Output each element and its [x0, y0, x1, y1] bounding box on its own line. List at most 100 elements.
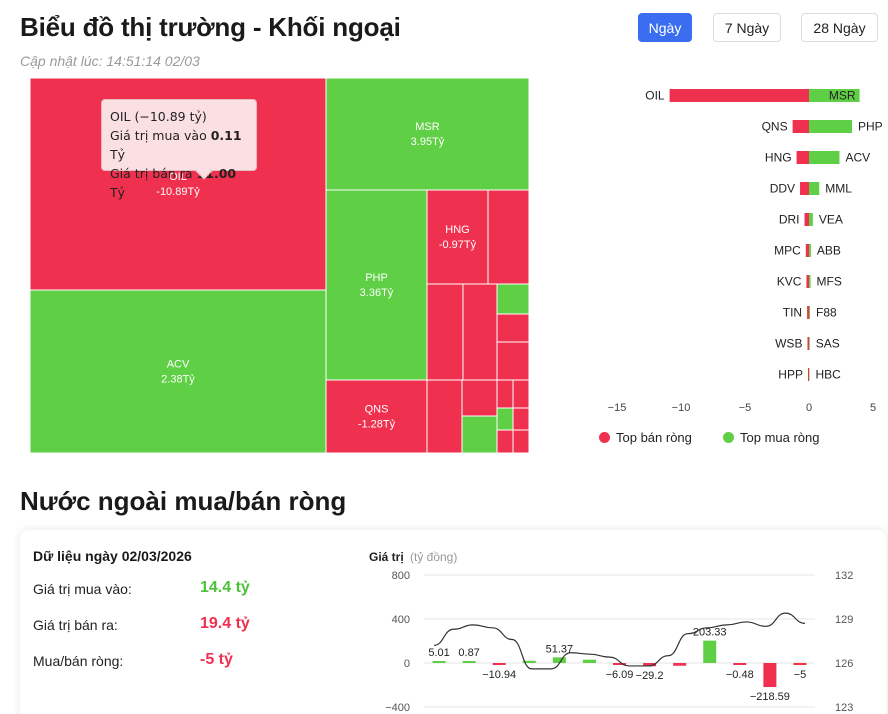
sell-label: Giá trị bán ra: [33, 617, 118, 633]
buy-label: Giá trị mua vào: [33, 581, 132, 597]
treemap-value-oil: -10.89Tỷ [156, 186, 200, 198]
bar-sell-kvc[interactable] [806, 275, 809, 288]
treemap-label-msr: MSR [415, 121, 440, 133]
bar-sell-oil[interactable] [669, 89, 809, 102]
net-bar-label: −29.2 [636, 670, 664, 682]
bar-buy-vea[interactable] [809, 213, 813, 226]
tooltip-title: OIL (−10.89 tỷ) [110, 109, 207, 124]
net-bar-label: −5 [794, 669, 807, 681]
treemap-value-qns: -1.28Tỷ [358, 419, 396, 431]
tab-28-days[interactable]: 28 Ngày [801, 13, 878, 42]
net-bar-label: −6.09 [606, 669, 634, 681]
bar-buy-mml[interactable] [809, 182, 820, 195]
chart-yunit: (tỷ đồng) [410, 550, 457, 564]
net-bar[interactable] [613, 663, 626, 665]
bar-label-buy: ACV [845, 151, 870, 165]
net-bar[interactable] [703, 640, 717, 663]
bar-buy-msr[interactable] [809, 89, 860, 102]
bar-sell-mpc[interactable] [805, 244, 809, 257]
bar-sell-hpp[interactable] [807, 368, 809, 381]
bar-x-tick: 0 [806, 402, 812, 414]
treemap-tile-acv[interactable] [29, 289, 327, 454]
foreign-treemap[interactable]: OIL -10.89Tỷ MSR 3.95Tỷ ACV 2.38Tỷ PHP 3.36Tỷ HN… [29, 77, 530, 454]
bar-sell-qns[interactable] [792, 120, 809, 133]
net-bar-label: 203.33 [693, 627, 727, 639]
bar-label-sell: DRI [779, 213, 800, 227]
bar-label-sell: HPP [778, 368, 803, 382]
section-title-net: Nước ngoài mua/bán ròng [20, 486, 347, 516]
tab-7-days[interactable]: 7 Ngày [713, 13, 781, 42]
bar-label-buy: MSR [829, 89, 856, 103]
treemap-tile-small[interactable] [426, 379, 463, 454]
treemap-tooltip: OIL (−10.89 tỷ) Giá trị mua vào 0.11 Tỷ … [101, 99, 257, 200]
net-bar[interactable] [432, 661, 446, 663]
treemap-tile-small[interactable] [496, 379, 514, 409]
bar-label-sell: MPC [774, 244, 801, 258]
chart-ylabel: Giá trị [369, 550, 404, 564]
bar-buy-sas[interactable] [809, 337, 810, 350]
bar-sell-dri[interactable] [804, 213, 809, 226]
bar-label-sell: DDV [770, 182, 795, 196]
treemap-value-hng: -0.97Tỷ [439, 239, 477, 251]
bar-buy-php[interactable] [809, 120, 853, 133]
treemap-tile-small[interactable] [487, 189, 530, 285]
bar-buy-acv[interactable] [809, 151, 840, 164]
net-bar-label: 51.37 [546, 643, 574, 655]
net-bar[interactable] [552, 657, 566, 663]
legend-buy[interactable]: Top mua ròng [723, 430, 820, 445]
treemap-value-acv: 2.38Tỷ [161, 374, 195, 386]
updated-timestamp: Cập nhật lúc: 14:51:14 02/03 [20, 53, 200, 69]
top-net-bar-chart: OIL MSR QNS PHP HNG ACV DDV MML DRI VEA MPC ABB KVC M… [540, 78, 888, 418]
bar-label-sell: KVC [777, 275, 802, 289]
chart-y2-tick: 126 [835, 658, 853, 670]
treemap-tile-hng[interactable] [426, 189, 489, 285]
net-bar-label: −218.59 [750, 691, 790, 703]
treemap-tile-msr[interactable] [325, 77, 530, 191]
net-value: -5 tỷ [200, 651, 233, 668]
bar-buy-mfs[interactable] [809, 275, 811, 288]
treemap-tile-small[interactable] [496, 341, 530, 381]
net-bar[interactable] [643, 663, 657, 667]
treemap-tile-small[interactable] [496, 429, 514, 454]
treemap-tile-small[interactable] [461, 379, 498, 417]
bar-sell-hng[interactable] [796, 151, 809, 164]
net-bar[interactable] [763, 663, 777, 688]
treemap-tile-small[interactable] [461, 415, 498, 454]
bar-label-buy: HBC [816, 368, 842, 382]
treemap-tile-php[interactable] [325, 189, 428, 381]
bar-label-buy: VEA [819, 213, 843, 227]
bar-sell-ddv[interactable] [800, 182, 809, 195]
treemap-tile-small[interactable] [512, 429, 530, 454]
bar-label-sell: TIN [783, 306, 802, 320]
net-bar[interactable] [522, 660, 536, 663]
net-bar[interactable] [673, 663, 687, 666]
net-bar[interactable] [462, 661, 476, 663]
tab-day[interactable]: Ngày [638, 13, 692, 42]
legend-sell[interactable]: Top bán ròng [599, 430, 692, 445]
bar-label-sell: WSB [775, 337, 802, 351]
treemap-tile-small[interactable] [462, 283, 498, 381]
bar-buy-abb[interactable] [809, 244, 811, 257]
treemap-label-oil: OIL [169, 171, 187, 183]
bar-buy-f88[interactable] [809, 306, 811, 319]
treemap-tile-small[interactable] [512, 407, 530, 431]
net-bar-label: −0.48 [726, 669, 754, 681]
bar-sell-tin[interactable] [807, 306, 809, 319]
treemap-tile-qns[interactable] [325, 379, 428, 454]
net-bar[interactable] [733, 663, 747, 665]
bar-label-buy: PHP [858, 120, 883, 134]
net-bar[interactable] [492, 663, 506, 665]
bar-label-buy: MML [825, 182, 852, 196]
bar-buy-hbc[interactable] [809, 368, 810, 381]
treemap-tile-small[interactable] [426, 283, 464, 381]
bar-x-tick: −5 [739, 402, 752, 414]
treemap-tile-small[interactable] [512, 379, 530, 409]
bar-sell-wsb[interactable] [807, 337, 809, 350]
treemap-tile-small[interactable] [496, 313, 530, 343]
net-bar[interactable] [793, 663, 807, 665]
chart-y2-tick: 123 [835, 702, 853, 714]
treemap-tile-small[interactable] [496, 407, 514, 431]
net-bar[interactable] [582, 659, 596, 663]
treemap-tile-small[interactable] [496, 283, 530, 315]
buy-value: 14.4 tỷ [200, 579, 250, 596]
